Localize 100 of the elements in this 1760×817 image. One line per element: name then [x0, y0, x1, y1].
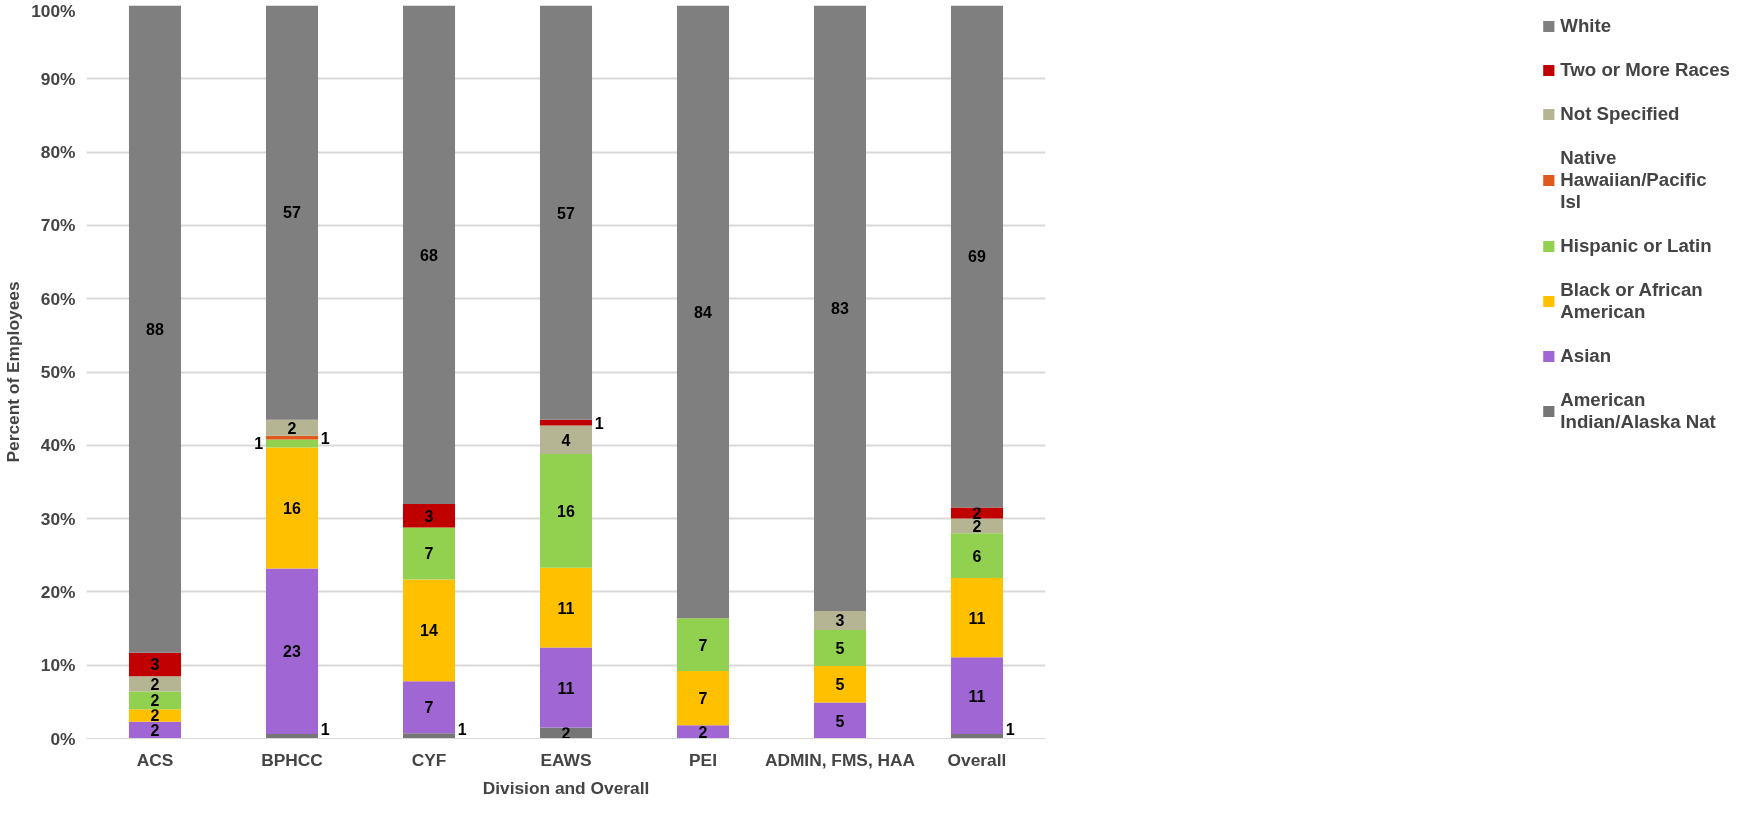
- y-tick-label: 60%: [40, 288, 76, 309]
- bar: [813, 702, 867, 739]
- bar: [402, 733, 456, 739]
- bar: [813, 5, 867, 611]
- bar: [265, 734, 319, 739]
- bar: [128, 5, 182, 653]
- x-tick-label: CYF: [411, 749, 447, 770]
- data-label: 83: [831, 300, 849, 318]
- bar: [813, 610, 867, 631]
- bar: [950, 5, 1004, 508]
- legend-label: Asian: [1560, 345, 1612, 367]
- data-label: 1: [320, 429, 330, 447]
- data-label: 1: [254, 435, 264, 453]
- data-label: 69: [968, 248, 986, 266]
- x-tick-label: PEI: [689, 749, 717, 770]
- legend-label: Hispanic or Latin: [1560, 235, 1712, 257]
- y-tick-label: 100%: [31, 0, 76, 21]
- bar: [676, 671, 730, 726]
- y-tick-label: 0%: [50, 728, 76, 749]
- bar: [128, 676, 182, 692]
- legend-label: American Indian/Alaska Nat: [1560, 389, 1716, 433]
- bar: [539, 425, 593, 455]
- bar: [402, 681, 456, 734]
- x-tick-label: EAWS: [540, 749, 592, 770]
- data-label: 7: [698, 690, 708, 708]
- x-tick-label: BPHCC: [261, 749, 324, 770]
- data-label: 5: [835, 639, 845, 657]
- y-tick-label: 20%: [40, 581, 76, 602]
- bar: [265, 447, 319, 569]
- data-label: 4: [561, 431, 571, 449]
- y-tick-label: 40%: [40, 435, 76, 456]
- data-label: 11: [968, 609, 986, 627]
- y-tick-label: 90%: [40, 68, 76, 89]
- data-label: 2: [150, 722, 160, 740]
- data-label: 16: [557, 502, 575, 520]
- bar: [265, 568, 319, 735]
- x-tick-label: ADMIN, FMS, HAA: [764, 749, 916, 770]
- data-label: 68: [420, 246, 438, 264]
- data-label: 88: [146, 321, 164, 339]
- y-tick-label: 70%: [40, 215, 76, 236]
- data-label: 2: [150, 675, 160, 693]
- legend-label: Native Hawaiian/Pacific Isl: [1560, 147, 1707, 213]
- bar: [402, 5, 456, 504]
- y-tick-label: 80%: [40, 142, 76, 163]
- data-label: 57: [283, 204, 301, 222]
- data-label: 2: [150, 707, 160, 725]
- bar: [539, 5, 593, 420]
- y-tick-label: 50%: [40, 362, 76, 382]
- bar: [813, 630, 867, 666]
- bar: [265, 5, 319, 420]
- data-label: 16: [283, 499, 301, 517]
- data-label: 3: [424, 507, 434, 525]
- data-label: 2: [287, 419, 297, 437]
- bar: [265, 439, 319, 448]
- bar: [950, 533, 1004, 578]
- y-axis-title: Percent of Employees: [3, 281, 24, 463]
- data-label: 11: [968, 687, 986, 705]
- bar: [539, 647, 593, 728]
- data-label: 3: [150, 656, 160, 674]
- bar: [265, 419, 319, 436]
- data-label: 7: [698, 636, 708, 654]
- x-tick-label: ACS: [136, 749, 174, 770]
- data-label: 1: [1005, 720, 1015, 738]
- data-label: 84: [694, 303, 712, 321]
- bar: [402, 527, 456, 580]
- y-tick-label: 30%: [40, 508, 76, 529]
- data-label: 23: [283, 643, 301, 661]
- bar: [128, 652, 182, 677]
- data-label: 2: [150, 692, 160, 710]
- data-label: 14: [420, 622, 438, 640]
- bar: [539, 567, 593, 648]
- data-label: 6: [972, 547, 982, 565]
- legend-label: Two or More Races: [1560, 59, 1730, 81]
- data-label: 11: [557, 599, 575, 617]
- data-label: 3: [835, 612, 845, 630]
- bar: [402, 503, 456, 528]
- data-label: 7: [424, 699, 434, 717]
- legend-label: Not Specified: [1560, 103, 1680, 125]
- data-label: 5: [835, 676, 845, 694]
- bar: [539, 454, 593, 568]
- legend-label: Black or African American: [1560, 279, 1703, 323]
- bar: [539, 419, 593, 426]
- bar: [676, 618, 730, 672]
- data-label: 7: [424, 545, 434, 563]
- bar: [950, 734, 1004, 739]
- bar: [676, 5, 730, 619]
- data-label: 1: [320, 720, 330, 738]
- data-label: 11: [557, 679, 575, 697]
- x-axis-title: Division and Overall: [482, 777, 650, 798]
- data-label: 1: [594, 414, 604, 432]
- bar: [813, 665, 867, 703]
- data-label: 5: [835, 712, 845, 730]
- legend-label: White: [1560, 15, 1612, 37]
- data-label: 1: [457, 720, 467, 738]
- bar: [950, 657, 1004, 735]
- x-tick-label: Overall: [947, 749, 1007, 770]
- y-tick-label: 10%: [40, 655, 76, 676]
- bar: [128, 709, 182, 722]
- bar: [950, 577, 1004, 658]
- data-label: 57: [557, 204, 575, 222]
